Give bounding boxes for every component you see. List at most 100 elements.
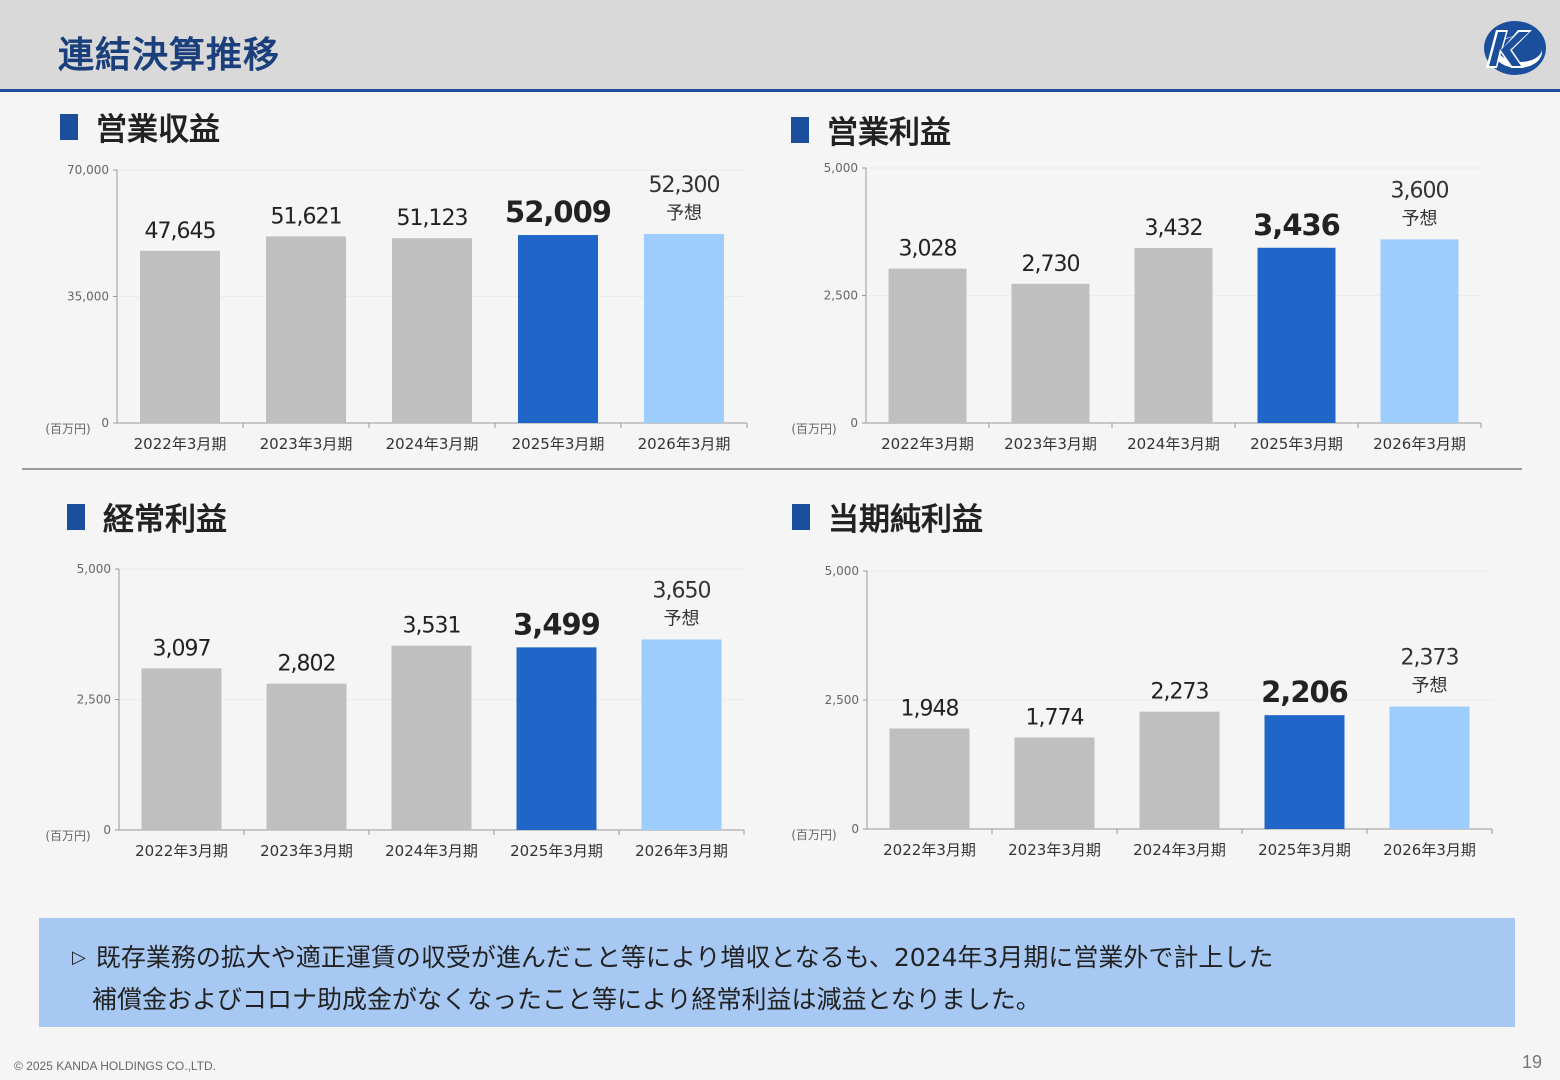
company-logo-icon bbox=[1484, 21, 1546, 75]
summary-note-line-1: ▷ 既存業務の拡大や適正運賃の収受が進んだこと等により増収となるも、2024年3月… bbox=[72, 938, 1273, 974]
bar bbox=[1389, 706, 1470, 829]
x-tick-label: 2026年3月期 bbox=[1373, 435, 1466, 453]
y-tick-label: 35,000 bbox=[67, 290, 109, 304]
bullet-square-icon bbox=[791, 116, 809, 143]
bullet-square-icon bbox=[67, 503, 85, 530]
data-label: 2,273 bbox=[1151, 680, 1209, 705]
bar bbox=[1139, 711, 1220, 829]
x-tick-label: 2026年3月期 bbox=[638, 435, 731, 453]
x-tick-label: 2023年3月期 bbox=[1008, 841, 1101, 859]
section-title-text: 営業収益 bbox=[96, 112, 220, 148]
page-title: 連結決算推移 bbox=[58, 35, 281, 76]
x-tick-label: 2023年3月期 bbox=[260, 842, 353, 860]
x-tick-label: 2024年3月期 bbox=[1127, 435, 1220, 453]
section-title-text: 営業利益 bbox=[827, 115, 951, 151]
y-tick-label: 2,500 bbox=[77, 693, 111, 707]
data-label: 3,097 bbox=[153, 636, 211, 661]
section-title-net-income: 当期純利益 bbox=[792, 494, 983, 539]
triangle-bullet-icon: ▷ bbox=[72, 947, 86, 968]
x-tick-label: 2026年3月期 bbox=[1383, 841, 1476, 859]
data-label: 2,730 bbox=[1022, 252, 1080, 277]
x-tick-label: 2026年3月期 bbox=[635, 842, 728, 860]
forecast-label: 予想 bbox=[664, 608, 700, 629]
unit-label: (百万円) bbox=[45, 422, 90, 436]
forecast-label: 予想 bbox=[1402, 208, 1438, 229]
bar bbox=[1014, 737, 1095, 829]
bar bbox=[141, 668, 222, 830]
section-title-operating-revenue: 営業収益 bbox=[60, 104, 220, 149]
x-tick-label: 2022年3月期 bbox=[134, 435, 227, 453]
data-label: 52,300 bbox=[649, 173, 720, 198]
data-label: 3,499 bbox=[513, 607, 600, 641]
data-label: 2,373 bbox=[1401, 646, 1459, 671]
header-bar: 連結決算推移 bbox=[0, 0, 1560, 92]
bar bbox=[140, 250, 220, 423]
bar bbox=[1011, 283, 1090, 423]
unit-label: (百万円) bbox=[45, 829, 90, 843]
section-divider bbox=[22, 468, 1522, 470]
data-label: 3,600 bbox=[1391, 178, 1449, 203]
x-tick-label: 2024年3月期 bbox=[386, 435, 479, 453]
data-label: 3,432 bbox=[1145, 216, 1203, 241]
bar bbox=[518, 235, 598, 423]
data-label: 47,645 bbox=[145, 219, 216, 244]
section-title-operating-profit: 営業利益 bbox=[791, 107, 951, 152]
unit-label: (百万円) bbox=[791, 422, 836, 436]
bullet-square-icon bbox=[60, 113, 78, 140]
bar bbox=[889, 728, 970, 829]
section-title-text: 当期純利益 bbox=[828, 502, 983, 538]
bullet-square-icon bbox=[792, 503, 810, 530]
y-tick-label: 2,500 bbox=[825, 693, 859, 707]
data-label: 51,621 bbox=[271, 204, 342, 229]
bar bbox=[1264, 715, 1345, 829]
data-label: 51,123 bbox=[397, 206, 468, 231]
bar bbox=[888, 268, 967, 423]
data-label: 2,802 bbox=[278, 652, 336, 677]
bar bbox=[266, 236, 346, 423]
data-label: 2,206 bbox=[1261, 675, 1348, 709]
bar bbox=[1380, 239, 1459, 423]
bar bbox=[641, 639, 722, 830]
data-label: 3,436 bbox=[1253, 208, 1340, 242]
bar bbox=[392, 238, 472, 423]
bar bbox=[266, 683, 347, 830]
y-tick-label: 2,500 bbox=[824, 289, 858, 303]
section-title-text: 経常利益 bbox=[103, 502, 227, 538]
x-tick-label: 2025年3月期 bbox=[1250, 435, 1343, 453]
x-tick-label: 2025年3月期 bbox=[512, 435, 605, 453]
forecast-label: 予想 bbox=[1412, 676, 1448, 697]
copyright-text: © 2025 KANDA HOLDINGS CO.,LTD. bbox=[14, 1059, 217, 1073]
page-number: 19 bbox=[1522, 1052, 1543, 1072]
bar bbox=[516, 647, 597, 830]
data-label: 1,948 bbox=[901, 696, 959, 721]
x-tick-label: 2024年3月期 bbox=[385, 842, 478, 860]
x-tick-label: 2022年3月期 bbox=[881, 435, 974, 453]
x-tick-label: 2025年3月期 bbox=[1258, 841, 1351, 859]
data-label: 3,028 bbox=[899, 237, 957, 262]
bar bbox=[1257, 247, 1336, 423]
data-label: 3,650 bbox=[653, 578, 711, 603]
y-tick-label: 5,000 bbox=[77, 562, 111, 576]
data-label: 52,009 bbox=[505, 195, 611, 229]
bar bbox=[1134, 247, 1213, 423]
y-tick-label: 5,000 bbox=[825, 564, 859, 578]
y-tick-label: 70,000 bbox=[67, 163, 109, 177]
y-tick-label: 0 bbox=[851, 822, 859, 836]
bar bbox=[391, 645, 472, 830]
x-tick-label: 2023年3月期 bbox=[260, 435, 353, 453]
data-label: 3,531 bbox=[403, 614, 461, 639]
summary-note-box bbox=[39, 918, 1515, 1027]
y-tick-label: 5,000 bbox=[824, 161, 858, 175]
data-label: 1,774 bbox=[1026, 705, 1084, 730]
forecast-label: 予想 bbox=[666, 203, 702, 224]
y-tick-label: 0 bbox=[103, 823, 111, 837]
y-tick-label: 0 bbox=[101, 416, 109, 430]
x-tick-label: 2023年3月期 bbox=[1004, 435, 1097, 453]
y-tick-label: 0 bbox=[850, 416, 858, 430]
x-tick-label: 2022年3月期 bbox=[135, 842, 228, 860]
x-tick-label: 2025年3月期 bbox=[510, 842, 603, 860]
summary-note-line-2: 補償金およびコロナ助成金がなくなったこと等により経常利益は減益となりました。 bbox=[92, 985, 1041, 1014]
summary-note-text-1: 既存業務の拡大や適正運賃の収受が進んだこと等により増収となるも、2024年3月期… bbox=[95, 943, 1274, 972]
unit-label: (百万円) bbox=[791, 828, 836, 842]
